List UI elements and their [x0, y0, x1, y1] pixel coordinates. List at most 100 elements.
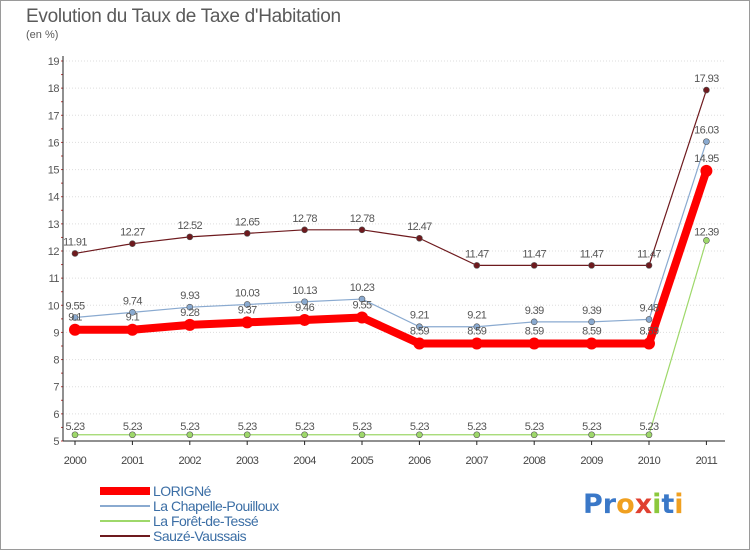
data-point-lorign- — [298, 313, 311, 326]
logo-letter: i — [652, 489, 662, 520]
data-point-sauz-vaussais — [416, 234, 423, 242]
data-label-la-for-t-de-tess-: 5.23 — [639, 421, 658, 433]
data-label-la-chapelle-pouilloux: 9.21 — [410, 310, 429, 322]
logo-letter: x — [634, 489, 653, 520]
data-point-la-chapelle-pouilloux — [645, 316, 653, 323]
data-point-lorign- — [700, 164, 713, 177]
data-point-la-for-t-de-tess- — [243, 431, 251, 439]
data-label-la-for-t-de-tess-: 5.23 — [180, 421, 199, 433]
x-tick-label: 2011 — [696, 455, 718, 467]
data-point-la-for-t-de-tess- — [129, 431, 136, 439]
y-tick-label: 19 — [48, 56, 60, 68]
data-point-la-for-t-de-tess- — [588, 431, 595, 439]
legend-item-la-foret-de-tesse: La Forêt-de-Tessé — [100, 513, 360, 529]
data-point-la-chapelle-pouilloux — [129, 309, 136, 316]
x-tick-label: 2006 — [408, 455, 431, 467]
data-point-lorign- — [126, 323, 139, 336]
data-label-la-for-t-de-tess-: 5.23 — [65, 421, 84, 433]
data-label-lorign-: 8.59 — [410, 326, 429, 338]
y-tick-label: 17 — [48, 110, 60, 122]
chart-title: Evolution du Taux de Taxe d'Habitation — [26, 6, 341, 27]
y-tick-label: 6 — [53, 409, 59, 421]
data-point-sauz-vaussais — [358, 226, 366, 234]
data-label-la-chapelle-pouilloux: 10.13 — [292, 285, 317, 297]
data-label-sauz-vaussais: 11.47 — [465, 248, 489, 260]
data-point-la-for-t-de-tess- — [186, 431, 194, 439]
data-point-lorign- — [356, 311, 368, 324]
data-label-lorign-: 9.1 — [126, 312, 140, 324]
y-tick-label: 12 — [48, 246, 60, 258]
chart-legend: LORIGNé La Chapelle-Pouilloux La Forêt-d… — [100, 483, 360, 544]
data-point-sauz-vaussais — [703, 86, 710, 94]
data-point-la-chapelle-pouilloux — [703, 138, 710, 145]
data-label-sauz-vaussais: 11.47 — [580, 248, 604, 260]
data-point-la-chapelle-pouilloux — [301, 298, 308, 306]
data-point-la-for-t-de-tess- — [473, 431, 481, 439]
logo-letter: t — [661, 489, 675, 520]
data-label-lorign-: 9.55 — [352, 300, 371, 312]
x-tick-label: 2002 — [179, 455, 202, 467]
data-point-lorign- — [643, 337, 655, 350]
legend-swatch-la-foret-de-tesse — [100, 520, 150, 522]
data-point-lorign- — [413, 337, 426, 350]
data-point-lorign- — [585, 337, 598, 350]
data-point-sauz-vaussais — [588, 262, 595, 269]
data-label-la-for-t-de-tess-: 12.39 — [694, 226, 719, 238]
data-point-la-chapelle-pouilloux — [530, 318, 538, 326]
data-label-la-chapelle-pouilloux: 10.23 — [350, 282, 375, 294]
data-point-la-chapelle-pouilloux — [186, 303, 194, 311]
x-tick-label: 2004 — [293, 455, 316, 467]
x-tick-label: 2003 — [236, 455, 259, 467]
data-point-la-chapelle-pouilloux — [243, 301, 251, 308]
data-point-sauz-vaussais — [645, 262, 653, 269]
data-label-la-chapelle-pouilloux: 9.21 — [467, 310, 486, 322]
data-point-la-chapelle-pouilloux — [71, 314, 79, 321]
data-label-la-for-t-de-tess-: 5.23 — [525, 421, 544, 433]
legend-swatch-la-chapelle-pouilloux — [100, 505, 150, 507]
data-label-sauz-vaussais: 12.78 — [292, 213, 317, 225]
series-line-la-for-t-de-tess- — [75, 240, 707, 436]
data-point-sauz-vaussais — [186, 233, 194, 241]
data-label-sauz-vaussais: 12.52 — [178, 220, 203, 232]
logo-letter: r — [602, 489, 617, 520]
data-point-sauz-vaussais — [473, 262, 481, 269]
data-label-la-for-t-de-tess-: 5.23 — [123, 421, 142, 433]
data-label-la-for-t-de-tess-: 5.23 — [238, 421, 257, 433]
data-label-la-for-t-de-tess-: 5.23 — [582, 421, 601, 433]
legend-item-la-chapelle-pouilloux: La Chapelle-Pouilloux — [100, 498, 360, 514]
data-point-sauz-vaussais — [243, 230, 251, 237]
y-tick-label: 5 — [53, 436, 59, 448]
data-point-la-for-t-de-tess- — [530, 431, 538, 439]
data-label-sauz-vaussais: 12.65 — [235, 216, 260, 228]
y-tick-label: 16 — [48, 137, 60, 149]
logo-letter: P — [583, 489, 603, 520]
data-label-lorign-: 8.59 — [467, 326, 486, 338]
data-label-lorign-: 8.59 — [639, 326, 658, 338]
data-point-la-chapelle-pouilloux — [588, 318, 595, 326]
x-tick-label: 2001 — [121, 455, 144, 467]
proxiti-logo: Proxiti — [583, 489, 684, 520]
data-label-sauz-vaussais: 11.91 — [63, 236, 87, 248]
x-tick-label: 2007 — [466, 455, 489, 467]
legend-label-sauze-vaussais: Sauzé-Vaussais — [153, 528, 247, 544]
data-label-lorign-: 9.37 — [238, 304, 257, 316]
x-tick-label: 2010 — [638, 455, 661, 467]
data-label-la-chapelle-pouilloux: 9.55 — [65, 301, 84, 313]
x-tick-label: 2009 — [580, 455, 603, 467]
data-label-la-chapelle-pouilloux: 10.03 — [235, 287, 260, 299]
chart-subtitle: (en %) — [26, 29, 59, 41]
data-point-lorign- — [241, 316, 254, 329]
data-label-sauz-vaussais: 11.47 — [637, 248, 661, 260]
data-label-sauz-vaussais: 17.93 — [694, 73, 719, 85]
data-point-lorign- — [470, 337, 483, 350]
data-point-sauz-vaussais — [129, 240, 136, 247]
data-label-la-chapelle-pouilloux: 9.48 — [639, 302, 658, 314]
data-point-sauz-vaussais — [301, 226, 308, 234]
data-point-la-for-t-de-tess- — [645, 431, 653, 439]
x-tick-label: 2000 — [64, 455, 87, 467]
legend-label-la-foret-de-tesse: La Forêt-de-Tessé — [153, 513, 259, 529]
data-label-lorign-: 14.95 — [694, 153, 719, 165]
data-point-lorign- — [528, 337, 541, 350]
